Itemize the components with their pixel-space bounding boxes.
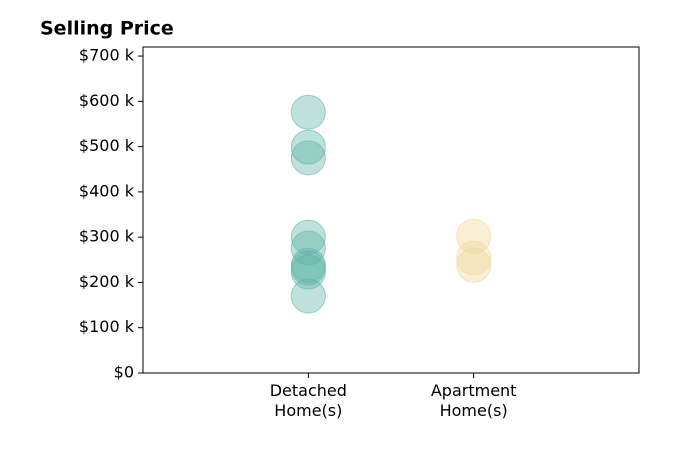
point — [456, 240, 492, 276]
x-tick-label: Detached Home(s) — [269, 381, 347, 420]
plot-frame — [142, 46, 640, 374]
x-tick-label: Apartment Home(s) — [430, 381, 517, 420]
y-tick-label: $100 k — [79, 317, 135, 336]
point — [290, 94, 326, 130]
point — [290, 254, 326, 290]
y-tick-label: $400 k — [79, 181, 135, 200]
y-tick-label: $200 k — [79, 272, 135, 291]
y-tick-label: $600 k — [79, 91, 135, 110]
y-tick-label: $700 k — [79, 46, 135, 65]
point — [290, 278, 326, 314]
y-tick-label: $500 k — [79, 136, 135, 155]
chart-title: Selling Price — [40, 18, 174, 40]
point — [456, 218, 492, 254]
point — [290, 140, 326, 176]
point — [456, 247, 492, 283]
point — [290, 219, 326, 255]
y-tick-label: $0 — [114, 363, 134, 382]
point — [290, 129, 326, 165]
y-tick-label: $300 k — [79, 227, 135, 246]
